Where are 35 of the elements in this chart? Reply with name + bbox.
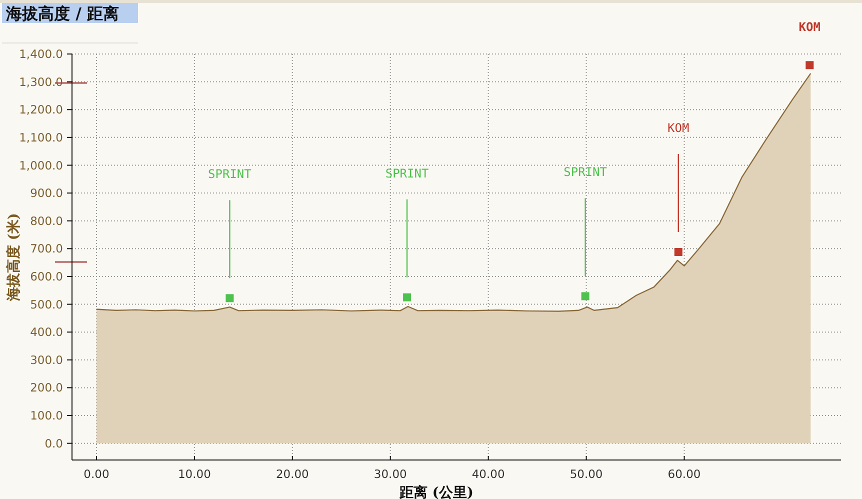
x-tick-label: 40.00 xyxy=(472,467,505,481)
point xyxy=(226,294,234,302)
annotation: SPRINT xyxy=(564,165,607,180)
y-tick-label: 100.0 xyxy=(30,408,63,423)
y-axis-title: 海拔高度 (米) xyxy=(5,212,22,302)
point xyxy=(674,248,682,256)
annotation: KOM xyxy=(668,120,690,135)
point xyxy=(581,292,590,300)
y-tick-label: 1,000.0 xyxy=(19,158,63,172)
y-tick-label: 1,200.0 xyxy=(19,102,63,117)
y-tick-label: 1,100.0 xyxy=(19,130,63,144)
y-tick-label: 200.0 xyxy=(30,380,63,395)
annotation: SPRINT xyxy=(385,166,429,180)
x-axis-title: 距离 (公里) xyxy=(398,484,474,499)
x-tick-label: 60.00 xyxy=(668,467,701,481)
point xyxy=(806,61,814,70)
chart-title: 海拔高度 / 距离 xyxy=(5,4,119,23)
y-tick-label: 1,300.0 xyxy=(19,74,63,89)
y-tick-label: 700.0 xyxy=(30,242,63,256)
y-tick-label: 900.0 xyxy=(30,186,63,200)
point xyxy=(403,293,412,302)
x-tick-label: 10.00 xyxy=(178,467,211,481)
y-tick-label: 1,400.0 xyxy=(19,47,63,62)
x-tick-label: 0.00 xyxy=(84,467,110,481)
y-tick-label: 600.0 xyxy=(30,269,63,284)
x-tick-label: 50.00 xyxy=(570,467,603,481)
annotation: SPRINT xyxy=(208,167,252,182)
y-tick-label: 400.0 xyxy=(30,325,63,340)
text: KOM xyxy=(798,20,820,34)
x-tick-label: 20.00 xyxy=(276,467,309,481)
y-tick-label: 800.0 xyxy=(30,214,63,228)
x-tick-label: 30.00 xyxy=(374,467,407,481)
y-tick-label: 300.0 xyxy=(30,352,63,367)
y-tick-label: 0.0 xyxy=(44,436,63,450)
y-tick-label: 500.0 xyxy=(30,297,63,312)
